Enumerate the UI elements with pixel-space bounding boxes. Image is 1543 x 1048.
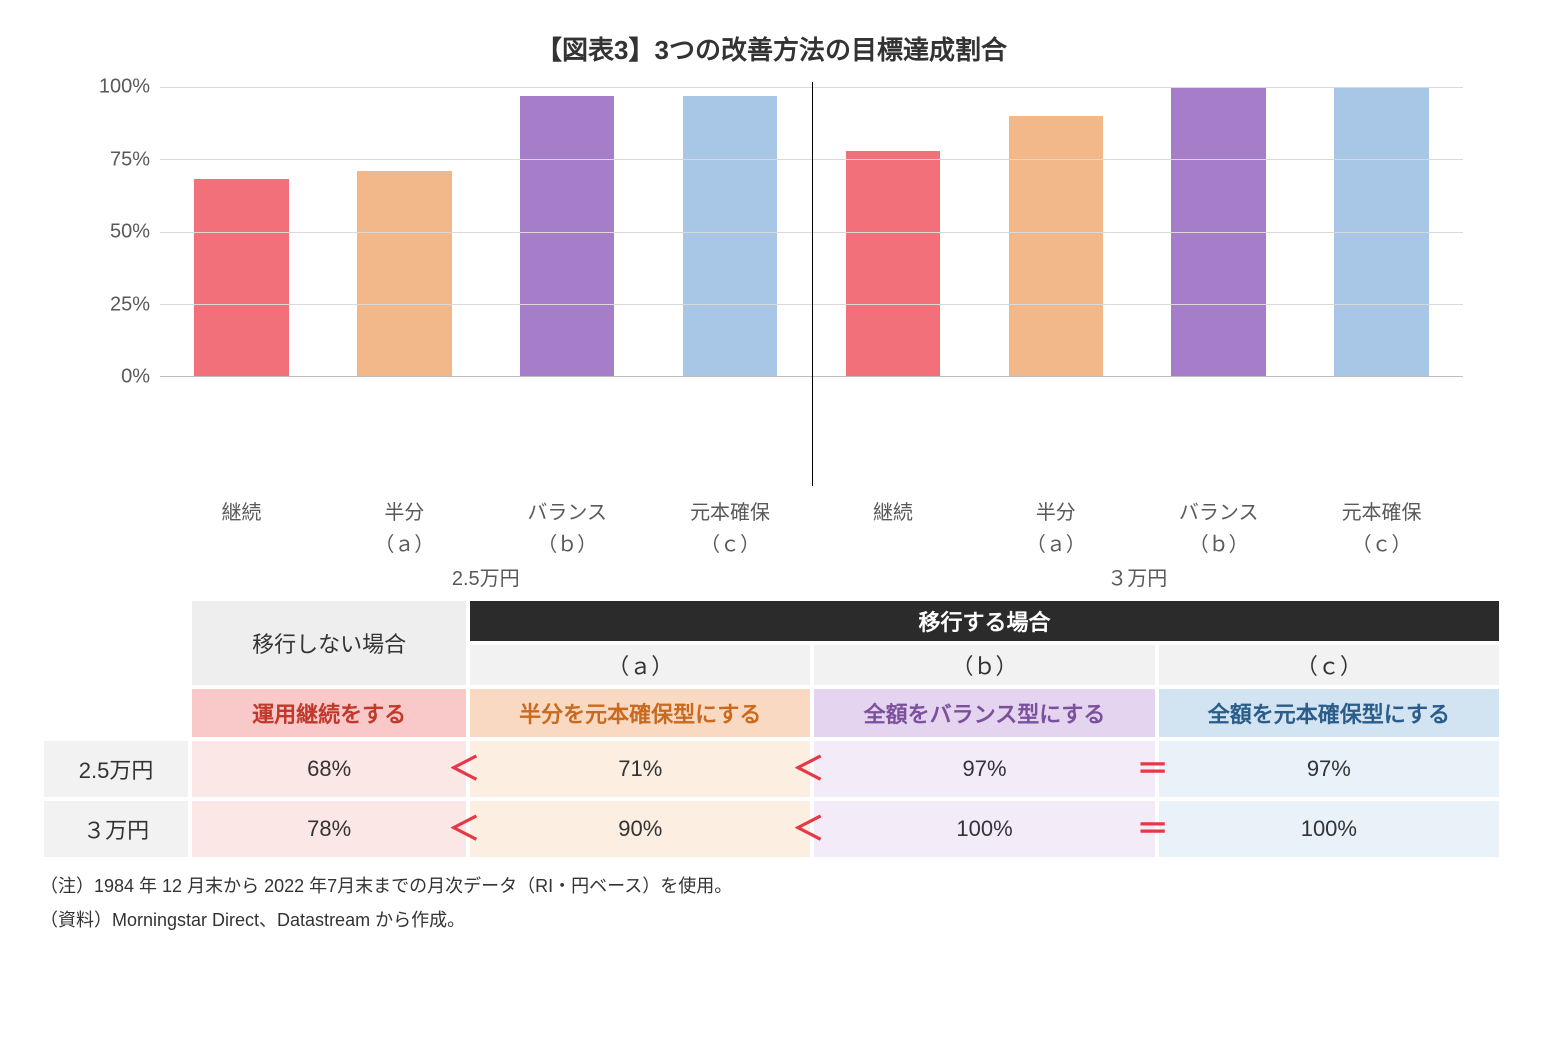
table-cell: 97%: [1159, 741, 1499, 797]
method-header: 全額をバランス型にする: [814, 689, 1154, 737]
comparator-icon: ＝: [1137, 804, 1169, 850]
footnotes: （注）1984 年 12 月末から 2022 年7月末までの月次データ（RI・円…: [40, 869, 1503, 937]
method-header: 半分を元本確保型にする: [470, 689, 810, 737]
table-cell: 71%＜: [470, 741, 810, 797]
sub-header: （ｂ）: [814, 645, 1154, 685]
method-header: 全額を元本確保型にする: [1159, 689, 1499, 737]
y-tick: 100%: [99, 76, 150, 99]
y-tick: 0%: [121, 366, 150, 389]
comparator-icon: ＜: [792, 804, 824, 850]
group-separator: [812, 82, 813, 486]
row-label: 2.5万円: [44, 741, 188, 797]
bar: [1009, 116, 1103, 376]
y-tick: 25%: [110, 293, 150, 316]
bar: [357, 171, 451, 376]
comparator-icon: ＝: [1137, 744, 1169, 790]
bar: [683, 96, 777, 376]
group-labels: 2.5万円３万円: [160, 562, 1463, 591]
y-axis: 0%25%50%75%100%: [90, 87, 150, 377]
sub-header: （ａ）: [470, 645, 810, 685]
x-label: 元本確保（ｃ）: [649, 487, 812, 561]
comparator-icon: ＜: [448, 744, 480, 790]
header-no-migrate: 移行しない場合: [192, 601, 466, 685]
x-label: 継続: [812, 487, 975, 561]
table-cell: 97%＝: [814, 741, 1154, 797]
row-label: ３万円: [44, 801, 188, 857]
table-cell: 90%＜: [470, 801, 810, 857]
bar: [194, 179, 288, 376]
x-label: バランス（ｂ）: [486, 487, 649, 561]
header-migrate: 移行する場合: [470, 601, 1499, 641]
x-label: 元本確保（ｃ）: [1300, 487, 1463, 561]
method-header: 運用継続をする: [192, 689, 466, 737]
table-cell: 68%＜: [192, 741, 466, 797]
group-label: 2.5万円: [160, 562, 812, 591]
comparison-table: 移行しない場合移行する場合（ａ）（ｂ）（ｃ） 運用継続をする半分を元本確保型にする…: [40, 597, 1503, 861]
comparator-icon: ＜: [792, 744, 824, 790]
bar-chart: 0%25%50%75%100% 継続半分（ａ）バランス（ｂ）元本確保（ｃ）継続半…: [160, 87, 1463, 487]
table-cell: 78%＜: [192, 801, 466, 857]
sub-header: （ｃ）: [1159, 645, 1499, 685]
bar: [520, 96, 614, 376]
bar: [846, 151, 940, 376]
y-tick: 75%: [110, 148, 150, 171]
y-tick: 50%: [110, 221, 150, 244]
x-label: 継続: [160, 487, 323, 561]
x-axis-labels: 継続半分（ａ）バランス（ｂ）元本確保（ｃ）継続半分（ａ）バランス（ｂ）元本確保（…: [160, 487, 1463, 561]
chart-title: 【図表3】3つの改善方法の目標達成割合: [40, 30, 1503, 67]
table-cell: 100%: [1159, 801, 1499, 857]
x-label: 半分（ａ）: [974, 487, 1137, 561]
group-label: ３万円: [812, 562, 1464, 591]
comparator-icon: ＜: [448, 804, 480, 850]
footnote-line: （注）1984 年 12 月末から 2022 年7月末までの月次データ（RI・円…: [40, 869, 1503, 903]
plot-area: [160, 87, 1463, 377]
table-cell: 100%＝: [814, 801, 1154, 857]
x-label: 半分（ａ）: [323, 487, 486, 561]
footnote-line: （資料）Morningstar Direct、Datastream から作成。: [40, 903, 1503, 937]
x-label: バランス（ｂ）: [1137, 487, 1300, 561]
